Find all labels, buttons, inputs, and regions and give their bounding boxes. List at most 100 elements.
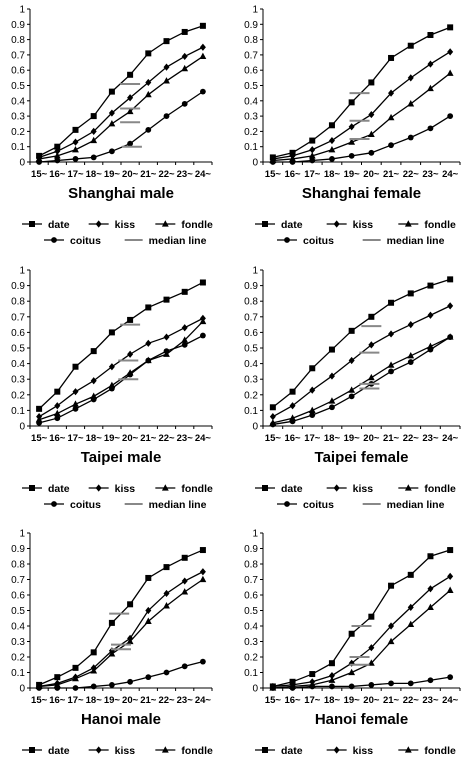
data-point-fondle	[367, 130, 375, 138]
data-point-coitus	[36, 685, 42, 691]
data-point-coitus	[127, 678, 133, 685]
y-tick-label: 0	[19, 158, 25, 169]
data-point-date	[447, 24, 454, 31]
y-tick-label: 0.7	[244, 50, 258, 61]
data-point-date	[163, 38, 170, 45]
series-line-fondle	[272, 72, 451, 162]
y-tick-label: 0.8	[244, 560, 258, 571]
legend-label: kiss	[115, 745, 136, 757]
data-point-kiss	[427, 311, 434, 319]
y-tick-label: 0.4	[244, 359, 258, 370]
series-line-coitus	[272, 336, 451, 426]
legend-marker-fondle	[404, 220, 412, 227]
legend-label: coitus	[70, 235, 101, 247]
data-point-kiss	[163, 333, 170, 341]
data-point-date	[90, 113, 97, 120]
legend-marker-date	[29, 485, 35, 491]
data-point-coitus	[163, 113, 170, 119]
data-point-coitus	[329, 156, 335, 162]
series-line-coitus	[38, 334, 204, 424]
legend-marker-kiss	[95, 484, 102, 492]
data-point-coitus	[447, 674, 454, 681]
y-tick-label: 0.1	[11, 406, 25, 417]
data-point-fondle	[181, 588, 189, 595]
x-tick-label: 20~	[122, 433, 139, 444]
y-tick-label: 0.3	[244, 375, 258, 386]
legend-marker-coitus	[51, 237, 57, 243]
data-point-fondle	[387, 113, 395, 121]
y-tick-label: 0.9	[11, 20, 25, 31]
data-point-fondle	[181, 336, 189, 343]
chart-panel-shanghai-male: 0 0.1 0.2 0.3 0.4 0.5 0.6 0.7 0.8 0.9 1 15~ 16~ 17~ 18…	[11, 5, 213, 248]
data-point-fondle	[199, 575, 207, 583]
data-point-fondle	[446, 69, 454, 76]
legend-marker-fondle	[161, 484, 169, 491]
x-tick-label: 18~	[86, 695, 103, 706]
series-line-kiss	[272, 575, 451, 688]
data-point-fondle	[72, 145, 79, 153]
legend-marker-date	[29, 221, 35, 227]
x-tick-label: 15~	[265, 695, 282, 706]
data-point-fondle	[144, 617, 152, 624]
data-point-fondle	[348, 668, 356, 676]
data-point-kiss	[54, 147, 61, 155]
series-line-coitus	[39, 91, 204, 163]
y-tick-label: 0.5	[11, 81, 25, 92]
x-tick-label: 17~	[67, 169, 84, 180]
y-tick-label: 1	[19, 5, 25, 16]
legend-label: kiss	[115, 219, 136, 231]
data-point-kiss	[54, 402, 61, 410]
data-point-kiss	[447, 302, 454, 310]
x-tick-label: 20~	[363, 169, 380, 180]
y-tick-label: 0.2	[244, 653, 258, 664]
legend-marker-date	[262, 747, 268, 753]
data-point-date	[108, 619, 115, 626]
x-tick-label: 17~	[304, 695, 321, 706]
x-tick-label: 23~	[177, 695, 194, 706]
data-point-fondle	[427, 603, 434, 610]
y-tick-label: 0.3	[11, 375, 25, 386]
data-point-coitus	[181, 100, 188, 107]
x-tick-label: 24~	[442, 169, 459, 180]
y-tick-label: 0.9	[11, 281, 25, 292]
data-point-kiss	[368, 110, 375, 119]
data-point-date	[368, 613, 375, 620]
series-line-coitus	[272, 676, 451, 689]
x-tick-label: 19~	[344, 169, 361, 180]
y-tick-label: 0.8	[244, 35, 258, 46]
data-point-date	[348, 630, 355, 637]
data-point-coitus	[407, 359, 414, 365]
x-tick-label: 19~	[104, 169, 121, 180]
series-line-kiss	[272, 51, 451, 160]
data-point-coitus	[309, 412, 316, 418]
data-point-coitus	[269, 421, 276, 428]
data-point-date	[427, 553, 434, 560]
data-point-kiss	[427, 60, 434, 68]
series-line-date	[38, 281, 204, 410]
data-point-fondle	[53, 152, 61, 159]
y-tick-label: 0.9	[11, 544, 25, 555]
data-point-coitus	[72, 405, 79, 412]
data-point-coitus	[368, 682, 375, 688]
data-point-coitus	[388, 680, 394, 687]
x-tick-label: 22~	[403, 433, 420, 444]
data-point-date	[181, 28, 188, 35]
data-point-coitus	[181, 341, 188, 348]
data-point-kiss	[328, 136, 335, 145]
data-point-kiss	[199, 568, 206, 576]
x-tick-label: 17~	[67, 433, 84, 444]
data-point-coitus	[427, 125, 434, 132]
data-point-coitus	[329, 404, 335, 411]
data-point-date	[181, 554, 188, 561]
data-point-fondle	[367, 659, 375, 666]
legend-label: kiss	[353, 745, 374, 757]
data-point-date	[181, 288, 188, 295]
data-point-kiss	[309, 386, 316, 394]
data-point-coitus	[109, 385, 115, 392]
data-point-kiss	[199, 43, 206, 51]
data-point-kiss	[407, 321, 414, 329]
x-tick-label: 24~	[195, 695, 212, 706]
data-point-coitus	[109, 148, 115, 155]
